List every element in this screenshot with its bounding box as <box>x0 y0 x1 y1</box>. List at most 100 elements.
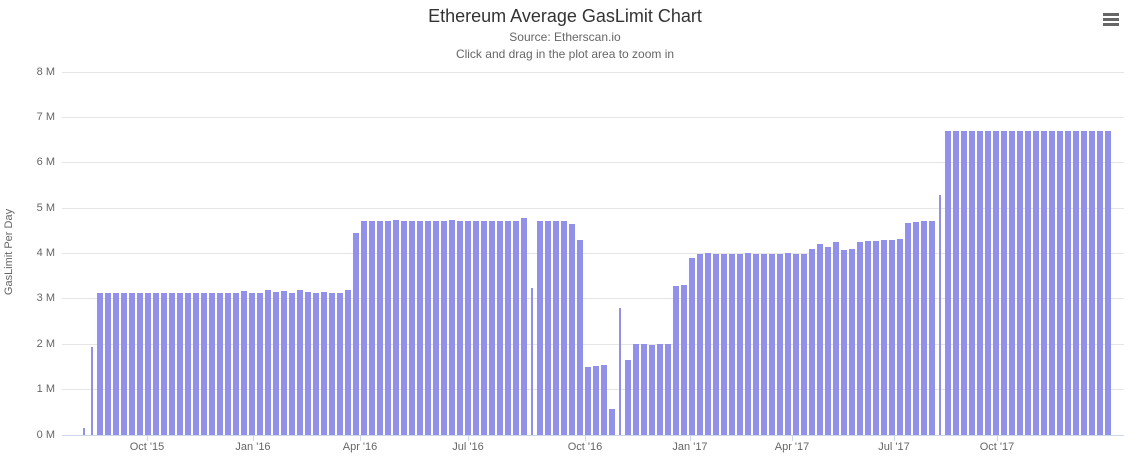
bar[interactable] <box>745 252 752 435</box>
bar[interactable] <box>209 292 216 435</box>
bar[interactable] <box>737 253 744 435</box>
bar[interactable] <box>305 292 312 435</box>
bar[interactable] <box>1041 130 1048 435</box>
bar[interactable] <box>865 241 872 435</box>
bar[interactable] <box>457 220 464 435</box>
bar[interactable] <box>569 224 576 435</box>
bar[interactable] <box>91 346 94 435</box>
bar[interactable] <box>1001 130 1008 435</box>
bar[interactable] <box>153 292 160 435</box>
bar[interactable] <box>433 220 440 435</box>
bar[interactable] <box>785 252 792 435</box>
bar[interactable] <box>809 248 816 435</box>
bar[interactable] <box>897 238 904 435</box>
bar[interactable] <box>585 366 592 435</box>
bar[interactable] <box>531 287 534 435</box>
bar[interactable] <box>761 253 768 435</box>
bar[interactable] <box>233 292 240 435</box>
bar[interactable] <box>225 292 232 435</box>
bar[interactable] <box>929 220 936 435</box>
bar[interactable] <box>553 220 560 435</box>
bar[interactable] <box>537 220 544 435</box>
bar[interactable] <box>257 292 264 435</box>
bar[interactable] <box>353 233 360 435</box>
bar[interactable] <box>777 253 784 435</box>
bar[interactable] <box>393 220 400 435</box>
bar[interactable] <box>619 307 622 435</box>
bar[interactable] <box>105 292 112 435</box>
bar[interactable] <box>281 291 288 435</box>
bar[interactable] <box>201 292 208 435</box>
bar[interactable] <box>185 292 192 435</box>
bar[interactable] <box>345 289 352 435</box>
bar[interactable] <box>217 292 224 435</box>
bar[interactable] <box>913 221 920 435</box>
bar[interactable] <box>977 130 984 435</box>
bar[interactable] <box>721 253 728 435</box>
bar[interactable] <box>939 194 942 435</box>
bar[interactable] <box>873 240 880 435</box>
bar[interactable] <box>193 292 200 435</box>
bar[interactable] <box>601 364 608 435</box>
bar[interactable] <box>993 130 1000 435</box>
bar[interactable] <box>425 221 432 435</box>
bar[interactable] <box>1105 130 1112 435</box>
bar[interactable] <box>1025 130 1032 435</box>
bar[interactable] <box>129 292 136 435</box>
bar[interactable] <box>593 366 600 435</box>
bar[interactable] <box>1057 130 1064 435</box>
bar[interactable] <box>241 290 248 435</box>
bar[interactable] <box>953 130 960 435</box>
context-menu-button[interactable] <box>1101 11 1121 29</box>
bar[interactable] <box>697 253 704 435</box>
bar[interactable] <box>681 285 688 435</box>
bar[interactable] <box>825 246 832 435</box>
bar[interactable] <box>1017 130 1024 435</box>
bar[interactable] <box>985 130 992 435</box>
bar[interactable] <box>689 258 696 435</box>
bar[interactable] <box>769 253 776 435</box>
bar[interactable] <box>905 222 912 435</box>
bar[interactable] <box>945 130 952 435</box>
bar[interactable] <box>841 249 848 435</box>
bar[interactable] <box>609 408 616 435</box>
bar[interactable] <box>83 428 86 435</box>
bar[interactable] <box>729 253 736 435</box>
bar[interactable] <box>969 130 976 435</box>
bar[interactable] <box>1033 130 1040 435</box>
bar[interactable] <box>633 344 640 435</box>
bar[interactable] <box>169 292 176 435</box>
bar[interactable] <box>625 360 632 435</box>
bar[interactable] <box>505 220 512 435</box>
bar[interactable] <box>889 239 896 435</box>
bar[interactable] <box>361 220 368 435</box>
bar[interactable] <box>161 292 168 435</box>
bar[interactable] <box>377 221 384 435</box>
bar[interactable] <box>113 292 120 435</box>
bar[interactable] <box>561 220 568 435</box>
bar[interactable] <box>665 344 672 435</box>
bar[interactable] <box>801 253 808 435</box>
bar[interactable] <box>641 344 648 435</box>
bar[interactable] <box>145 292 152 435</box>
bar[interactable] <box>1097 130 1104 435</box>
bar[interactable] <box>137 292 144 435</box>
bar[interactable] <box>417 220 424 435</box>
bar[interactable] <box>513 220 520 435</box>
bar[interactable] <box>545 220 552 435</box>
bar[interactable] <box>385 220 392 435</box>
bar[interactable] <box>465 220 472 435</box>
bar[interactable] <box>673 286 680 435</box>
bar[interactable] <box>649 345 656 435</box>
bar[interactable] <box>401 220 408 435</box>
bar[interactable] <box>1065 130 1072 435</box>
bar[interactable] <box>961 130 968 435</box>
bar[interactable] <box>1073 130 1080 435</box>
bar[interactable] <box>817 244 824 435</box>
bar[interactable] <box>481 220 488 435</box>
bar[interactable] <box>265 289 272 435</box>
bar[interactable] <box>329 292 336 435</box>
bar[interactable] <box>337 292 344 435</box>
bar[interactable] <box>921 220 928 435</box>
bar[interactable] <box>369 220 376 435</box>
